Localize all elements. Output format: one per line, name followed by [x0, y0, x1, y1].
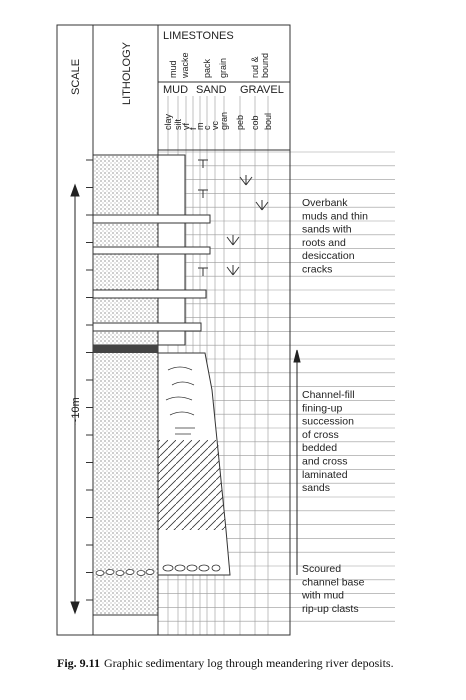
sand-bed [92, 246, 211, 255]
annotation: roots and [302, 237, 346, 249]
limestone-label: grain [218, 58, 228, 78]
limestone-label: mud [168, 60, 178, 78]
annotation: succession [302, 416, 354, 428]
grain-size-label: cob [250, 115, 260, 130]
annotation: fining-up [302, 402, 342, 414]
annotation: muds and thin [302, 210, 368, 222]
annotation: desiccation [302, 250, 355, 262]
frame [56, 24, 291, 636]
grain-size-label: vc [210, 121, 220, 131]
lithology-header: LITHOLOGY [121, 41, 133, 105]
rip-up-clasts [95, 564, 221, 576]
limestone-label: rud & [250, 56, 260, 78]
grain-size-label: m [195, 123, 205, 131]
cross-lamination [165, 366, 195, 435]
scale-header: SCALE [70, 59, 82, 95]
grain-size-label: vf [181, 123, 191, 131]
annotation: channel base [302, 576, 365, 588]
annotation: with mud [301, 590, 344, 602]
annotation: Channel-fill [302, 389, 355, 401]
annotation: rip-up clasts [302, 603, 359, 615]
grain-size-label: peb [235, 115, 245, 130]
scale-label: ~10m [70, 397, 82, 425]
caption: Fig. 9.11 Graphic sedimentary log through… [57, 656, 407, 671]
group-label: GRAVEL [240, 84, 284, 96]
grain-size-label: c [202, 125, 212, 130]
group-label: MUD [163, 84, 188, 96]
grain-size-label: boul [263, 113, 273, 130]
sand-bed [92, 289, 207, 299]
grain-size-label: f [188, 127, 198, 130]
annotation: Scoured [302, 563, 341, 575]
limestone-label: bound [260, 53, 270, 78]
annotation: Overbank [302, 197, 348, 209]
annotation: laminated [302, 469, 348, 481]
scale-arrow [70, 183, 80, 615]
grain-size-label: gran [219, 112, 229, 130]
limestone-label: pack [202, 58, 212, 78]
annotation: sands with [302, 224, 352, 236]
annotation: cracks [302, 264, 332, 276]
limestones-header: LIMESTONES [163, 30, 234, 42]
channel-top [93, 345, 158, 353]
sand-bed [92, 214, 211, 224]
limestone-label: wacke [180, 52, 190, 79]
sand-bed [92, 322, 202, 332]
caption-label: Fig. 9.11 [57, 656, 101, 670]
annotation: sands [302, 482, 330, 494]
annotation: bedded [302, 442, 337, 454]
group-label: SAND [196, 84, 227, 96]
grain-size-label: clay [163, 113, 173, 130]
root-symbols [198, 159, 269, 276]
grain-size-label: silt [173, 119, 183, 130]
log-figure: SCALE LITHOLOGY LIMESTONES mud wacke pack g… [56, 24, 395, 636]
fining-up-arrow [293, 349, 301, 575]
annotation: of cross [302, 429, 339, 441]
caption-text: Graphic sedimentary log through meanderi… [104, 656, 394, 670]
cross-bedding [158, 440, 226, 530]
annotation: and cross [302, 456, 348, 468]
